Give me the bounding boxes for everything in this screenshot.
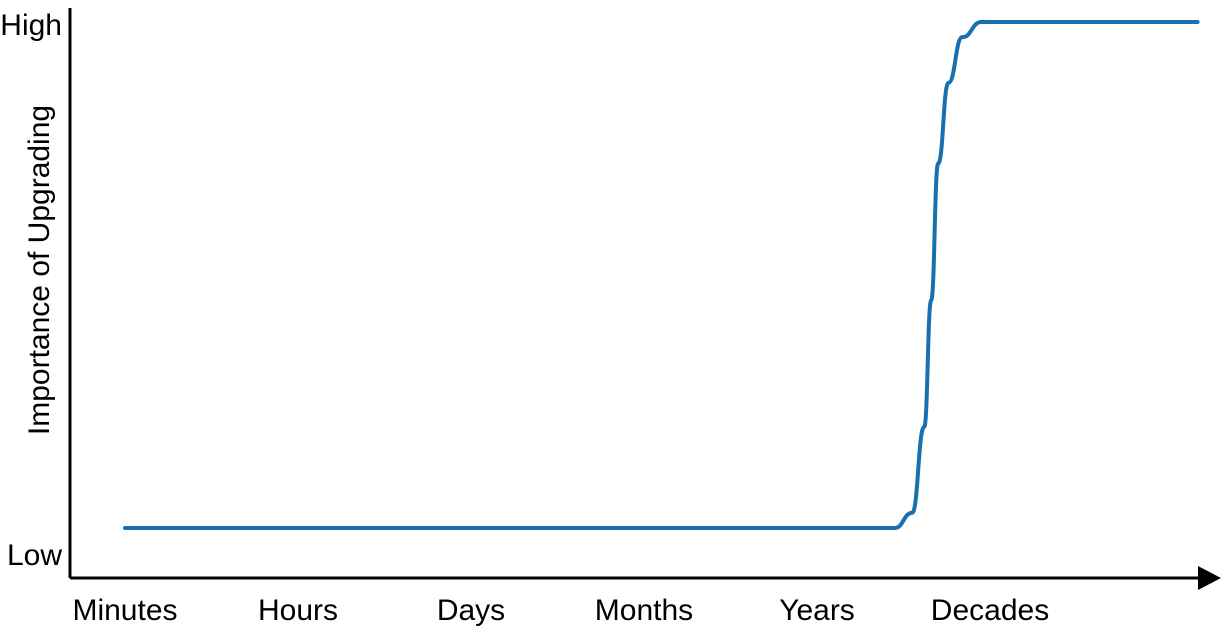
series-layer bbox=[123, 19, 1200, 531]
x-tick-label-months: Months bbox=[595, 594, 693, 627]
x-tick-label-days: Days bbox=[437, 594, 505, 627]
x-tick-label-years: Years bbox=[779, 594, 855, 627]
series-line-0 bbox=[123, 19, 1200, 531]
y-axis-label: Importance of Upgrading bbox=[23, 105, 56, 435]
y-tick-label-low: Low bbox=[7, 539, 62, 572]
x-tick-label-decades: Decades bbox=[931, 594, 1049, 627]
x-axis-arrowhead bbox=[1198, 566, 1221, 590]
x-tick-label-hours: Hours bbox=[258, 594, 338, 627]
y-tick-label-high: High bbox=[0, 9, 62, 42]
x-tick-label-minutes: Minutes bbox=[72, 594, 177, 627]
y-ticks: Low High bbox=[0, 9, 62, 572]
axes bbox=[68, 8, 1221, 590]
x-ticks: Minutes Hours Days Months Years Decades bbox=[72, 594, 1049, 627]
